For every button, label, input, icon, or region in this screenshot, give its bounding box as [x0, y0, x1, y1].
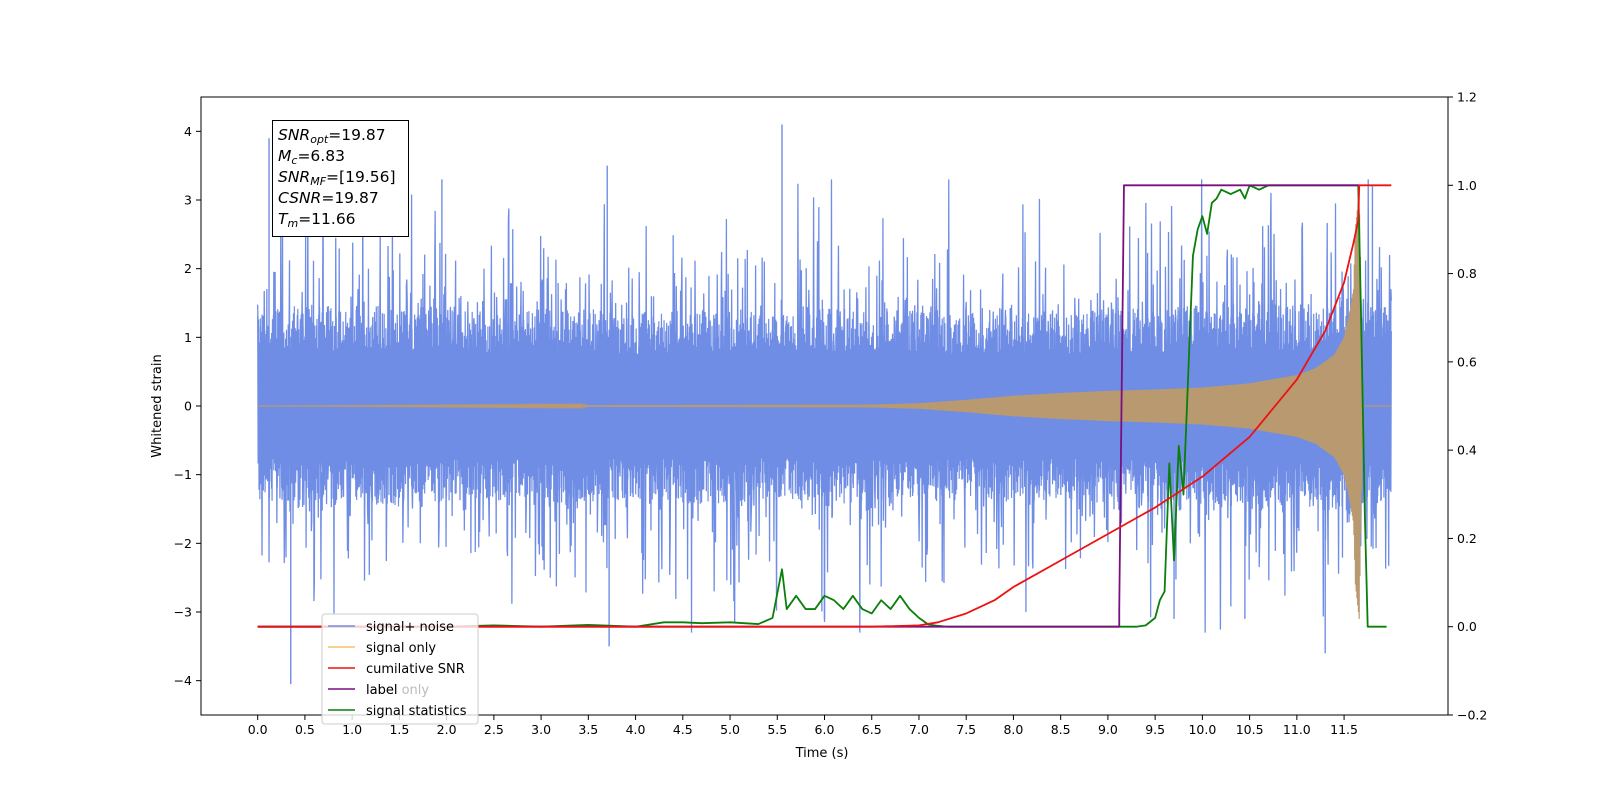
x-tick-label: 9.5 — [1145, 722, 1165, 737]
x-tick-label: 0.0 — [248, 722, 268, 737]
y2-tick-label: 0.6 — [1457, 354, 1477, 369]
legend-hidden-text: label only — [366, 683, 429, 698]
legend-label-csnr: cumilative SNR — [366, 662, 465, 677]
info-mc: Mc=6.83 — [278, 147, 345, 167]
y-tick-label: 4 — [184, 124, 192, 139]
y-tick-label: 2 — [184, 261, 192, 276]
x-tick-label: 3.5 — [578, 722, 598, 737]
signal-line — [257, 196, 1392, 619]
y-tick-label: −1 — [174, 467, 192, 482]
x-tick-label: 11.0 — [1283, 722, 1311, 737]
y-axis-right: 1.2 1.0 0.8 0.6 0.4 0.2 0.0 −0.2 — [1448, 90, 1487, 723]
x-tick-label: 4.0 — [626, 722, 646, 737]
legend-frame — [321, 613, 479, 725]
x-tick-label: 9.0 — [1098, 722, 1118, 737]
y-axis-left: 4 3 2 1 0 −1 −2 −3 −4 — [174, 124, 201, 688]
y2-tick-label: 0.0 — [1457, 619, 1477, 634]
y-tick-label: −3 — [174, 605, 192, 620]
x-tick-label: 1.5 — [389, 722, 409, 737]
legend: signal+ noise signal only cumilative SNR… — [321, 613, 479, 725]
x-tick-label: 7.0 — [909, 722, 929, 737]
y2-tick-label: −0.2 — [1457, 708, 1487, 723]
cumulative-snr-line — [257, 184, 1392, 628]
y2-tick-label: 0.8 — [1457, 266, 1477, 281]
y2-tick-label: 1.0 — [1457, 178, 1477, 193]
y2-tick-label: 1.2 — [1457, 90, 1477, 105]
x-tick-label: 8.5 — [1051, 722, 1071, 737]
x-tick-label: 5.5 — [767, 722, 787, 737]
right-axis-series — [257, 184, 1392, 628]
x-tick-label: 10.5 — [1236, 722, 1264, 737]
x-tick-label: 1.0 — [342, 722, 362, 737]
x-tick-label: 2.5 — [484, 722, 504, 737]
y2-tick-label: 0.2 — [1457, 531, 1477, 546]
x-tick-label: 8.0 — [1003, 722, 1023, 737]
y-axis-label: Whitened strain — [150, 354, 165, 457]
signal-only-series — [257, 196, 1392, 619]
y-tick-label: −2 — [174, 536, 192, 551]
x-tick-label: 11.5 — [1330, 722, 1358, 737]
x-axis: 0.0 0.5 1.0 1.5 2.0 2.5 3.0 3.5 4.0 4.5 5.0 5.5 6.0 6… — [248, 715, 1358, 737]
y-tick-label: 0 — [184, 399, 192, 414]
x-tick-label: 7.5 — [956, 722, 976, 737]
legend-label-noise: signal+ noise — [366, 620, 454, 635]
y-tick-label: 3 — [184, 193, 192, 208]
x-axis-label: Time (s) — [795, 746, 849, 761]
y2-tick-label: 0.4 — [1457, 443, 1477, 458]
info-csnr: CSNR=19.87 — [278, 189, 379, 207]
info-tm: Tm=11.66 — [278, 210, 356, 230]
legend-label-label: label — [366, 683, 397, 698]
x-tick-label: 6.5 — [862, 722, 882, 737]
x-tick-label: 3.0 — [531, 722, 551, 737]
noise-series — [257, 124, 1392, 685]
x-tick-label: 5.0 — [720, 722, 740, 737]
info-snr-mf: SNRMF=[19.56] — [278, 168, 396, 188]
info-box: SNRopt=19.87 Mc=6.83 SNRMF=[19.56] CSNR=… — [272, 120, 409, 237]
info-snr-opt: SNRopt=19.87 — [278, 126, 386, 146]
y-tick-label: −4 — [174, 673, 192, 688]
y-tick-label: 1 — [184, 330, 192, 345]
x-tick-label: 0.5 — [295, 722, 315, 737]
x-tick-label: 6.0 — [815, 722, 835, 737]
x-tick-label: 10.0 — [1188, 722, 1216, 737]
legend-label-stat: signal statistics — [366, 704, 467, 719]
x-tick-label: 2.0 — [437, 722, 457, 737]
x-tick-label: 4.5 — [673, 722, 693, 737]
legend-label-signal: signal only — [366, 641, 436, 656]
